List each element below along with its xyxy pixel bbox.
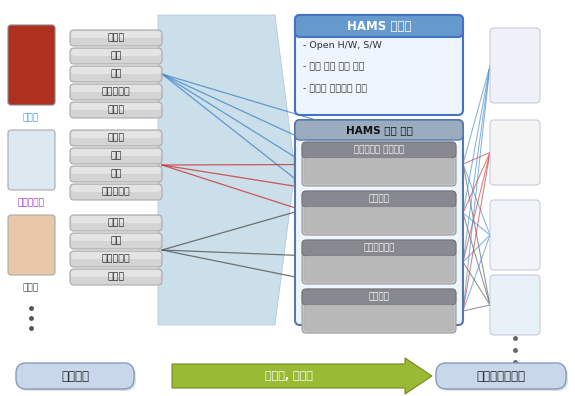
Text: 제어기: 제어기 [108,34,125,42]
Text: 공기순환기: 공기순환기 [102,187,131,196]
Text: 모듈화, 표준화: 모듈화, 표준화 [264,371,312,381]
Text: - Open H/W, S/W: - Open H/W, S/W [303,40,382,50]
Text: 공기순환기: 공기순환기 [102,255,131,263]
FancyBboxPatch shape [8,215,55,275]
FancyBboxPatch shape [295,120,463,325]
FancyBboxPatch shape [304,158,454,184]
Text: - 스마트 에어제어 기술: - 스마트 에어제어 기술 [303,84,367,93]
FancyBboxPatch shape [70,184,162,200]
FancyBboxPatch shape [16,363,134,389]
Text: 센서: 센서 [110,236,122,246]
FancyBboxPatch shape [71,131,161,138]
FancyBboxPatch shape [304,305,454,331]
Text: 공기순환기: 공기순환기 [102,88,131,97]
Text: 공기청정기: 공기청정기 [18,198,44,207]
Text: 센서: 센서 [110,169,122,179]
FancyBboxPatch shape [70,233,162,249]
Text: 모듈형에어가전: 모듈형에어가전 [477,369,526,383]
FancyBboxPatch shape [304,207,454,233]
FancyBboxPatch shape [302,191,456,207]
FancyBboxPatch shape [302,191,456,235]
FancyBboxPatch shape [70,30,162,46]
Text: - 모듈 최적 제어 기술: - 모듈 최적 제어 기술 [303,63,365,72]
Polygon shape [172,358,432,394]
FancyBboxPatch shape [71,49,161,56]
FancyBboxPatch shape [70,130,162,146]
FancyBboxPatch shape [70,251,162,267]
FancyBboxPatch shape [295,15,463,37]
FancyBboxPatch shape [70,66,162,82]
Text: 신소재기반 필터모듈: 신소재기반 필터모듈 [354,145,404,154]
Text: HAMS 응용 모듈: HAMS 응용 모듈 [346,125,412,135]
FancyBboxPatch shape [71,67,161,74]
Text: 에어컨: 에어컨 [23,113,39,122]
FancyBboxPatch shape [71,31,161,38]
FancyBboxPatch shape [490,200,540,270]
FancyBboxPatch shape [71,185,161,192]
Text: 에어가전: 에어가전 [61,369,89,383]
FancyBboxPatch shape [71,103,161,110]
FancyBboxPatch shape [490,275,540,335]
FancyBboxPatch shape [71,216,161,223]
FancyBboxPatch shape [302,240,456,284]
FancyBboxPatch shape [70,166,162,182]
Text: 압축모듈: 압축모듈 [369,293,389,301]
FancyBboxPatch shape [8,25,55,105]
Polygon shape [158,15,295,325]
FancyBboxPatch shape [302,142,456,158]
FancyBboxPatch shape [436,363,566,389]
Text: 제습기: 제습기 [23,283,39,292]
FancyBboxPatch shape [70,215,162,231]
FancyBboxPatch shape [71,167,161,174]
Text: 제어기: 제어기 [108,133,125,143]
FancyBboxPatch shape [304,256,454,282]
FancyBboxPatch shape [70,102,162,118]
FancyBboxPatch shape [302,240,456,256]
FancyBboxPatch shape [71,85,161,92]
Text: 공기순환모듈: 공기순환모듈 [363,244,395,253]
FancyBboxPatch shape [295,15,463,115]
Text: 압축기: 압축기 [108,105,125,114]
FancyBboxPatch shape [70,84,162,100]
FancyBboxPatch shape [8,130,55,190]
FancyBboxPatch shape [70,48,162,64]
FancyBboxPatch shape [70,269,162,285]
Text: 센서: 센서 [110,70,122,78]
FancyBboxPatch shape [490,120,540,185]
FancyBboxPatch shape [302,289,456,305]
FancyBboxPatch shape [295,120,463,140]
FancyBboxPatch shape [438,365,568,391]
FancyBboxPatch shape [302,289,456,333]
FancyBboxPatch shape [71,234,161,241]
Text: 필터: 필터 [110,51,122,61]
FancyBboxPatch shape [490,28,540,103]
FancyBboxPatch shape [71,252,161,259]
FancyBboxPatch shape [71,149,161,156]
Text: HAMS 플랫폼: HAMS 플랫폼 [347,19,411,32]
Text: 필터: 필터 [110,152,122,160]
FancyBboxPatch shape [302,142,456,186]
FancyBboxPatch shape [18,365,136,391]
Text: 압축기: 압축기 [108,272,125,282]
FancyBboxPatch shape [70,148,162,164]
FancyBboxPatch shape [71,270,161,277]
Text: 제어기: 제어기 [108,219,125,227]
Text: 센서모듈: 센서모듈 [369,194,389,204]
